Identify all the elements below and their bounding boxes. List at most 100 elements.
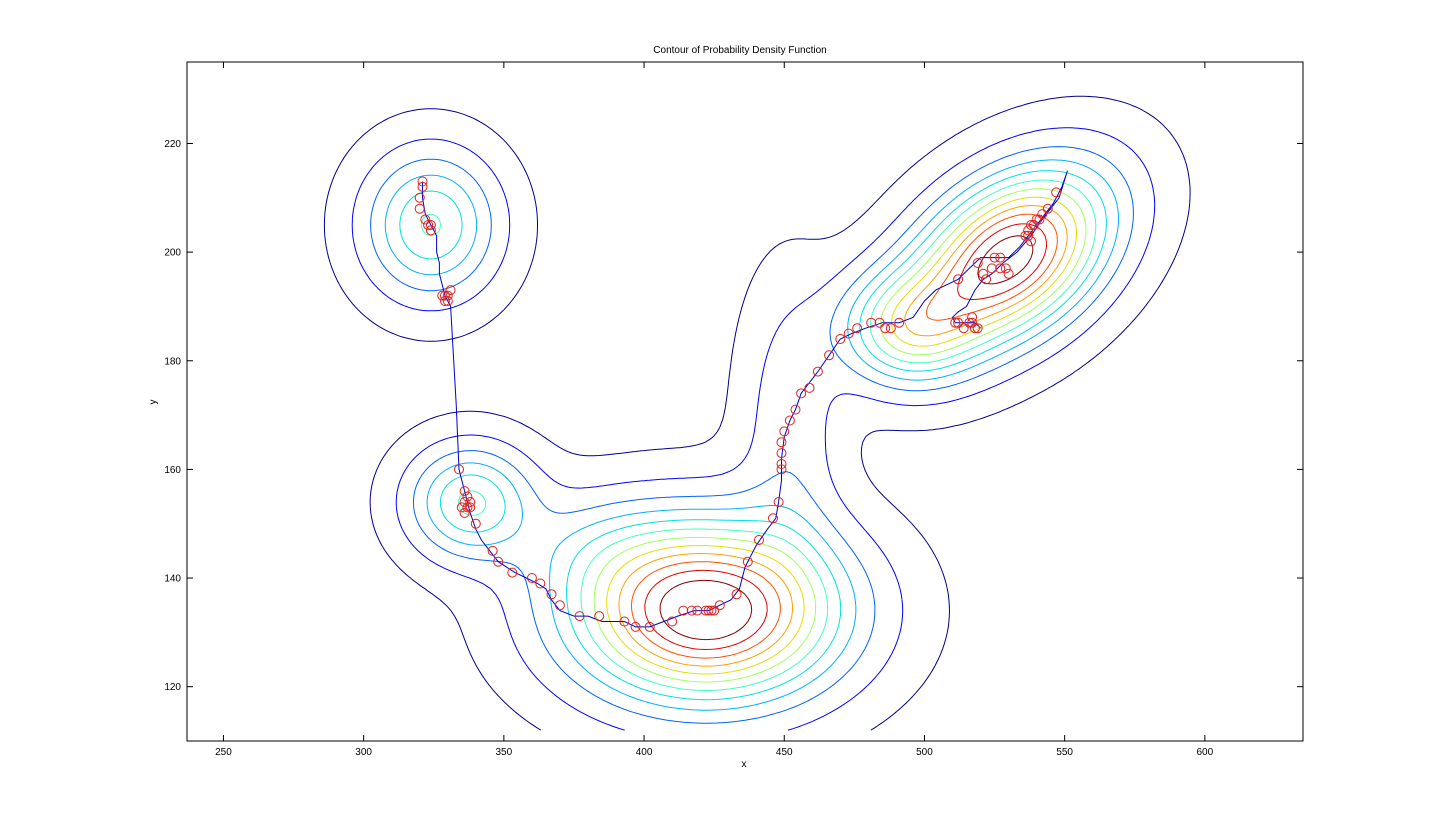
sample-marker [967,312,978,323]
sample-marker [950,317,961,328]
sample-marker [843,328,854,339]
sample-marker [644,621,655,632]
contour-lines [323,95,1191,731]
sample-marker [526,573,537,583]
contour-level-7 [593,188,1087,683]
sample-marker [594,611,605,622]
sample-marker [812,366,823,377]
sample-marker [414,203,425,214]
sample-marker [619,616,630,627]
sample-marker [776,437,787,448]
sample-marker [487,545,498,556]
sample-marker [953,274,964,285]
sample-markers [414,176,1062,632]
sample-marker [686,605,697,616]
y-axis-label: y [148,400,159,405]
y-tick-label: 120 [164,682,181,693]
sample-marker [465,497,476,507]
sample-marker [546,589,557,600]
sample-marker [967,317,978,328]
sample-marker [1031,214,1042,225]
sample-marker [776,448,787,459]
sample-marker [470,518,481,529]
sample-path-line [422,170,1068,628]
sample-marker [986,263,997,274]
x-axis-label: x [742,759,747,770]
sample-marker [574,611,585,622]
sample-marker [459,486,470,497]
sample-marker [1051,187,1062,198]
sample-marker [456,502,467,513]
contour-level-9 [618,205,1068,667]
sample-marker [885,323,896,334]
sample-marker [784,415,795,426]
sample-marker [776,459,787,469]
x-tick-label: 250 [215,747,232,758]
sample-marker [465,502,476,513]
sample-marker [880,323,891,334]
sample-marker [1000,263,1011,274]
sample-marker [972,258,983,268]
sample-marker [459,507,470,518]
y-tick-label: 220 [164,139,181,150]
sample-marker [442,296,453,306]
sample-marker [964,317,975,328]
sample-marker [824,350,835,361]
sample-marker [866,317,877,328]
y-tick-label: 160 [164,465,181,476]
sample-marker [989,252,1000,263]
sample-marker [995,252,1006,263]
x-tick-label: 600 [1197,747,1214,758]
sample-marker [978,268,989,279]
sample-marker [445,285,456,296]
sample-marker [1023,230,1034,241]
sample-marker [709,605,720,616]
sample-marker [554,600,565,611]
chart-title: Contour of Probability Density Function [653,45,826,56]
sample-marker [1003,268,1014,279]
sample-marker [1020,230,1031,241]
y-tick-label: 200 [164,248,181,259]
sample-marker [981,274,992,285]
sample-marker [454,464,464,475]
sample-marker [874,317,885,328]
contour-level-1 [323,95,1191,731]
sample-marker [706,605,717,616]
y-tick-label: 140 [164,574,181,585]
sample-marker [507,567,518,578]
sample-marker [420,214,431,225]
sample-marker [442,290,453,301]
x-tick-label: 300 [355,747,372,758]
contour-level-2 [351,127,1156,731]
x-tick-label: 450 [776,747,793,758]
sample-marker [790,404,801,415]
contour-level-3 [370,146,1134,724]
sample-marker [1026,220,1036,230]
sample-marker [414,192,425,203]
axes-box [186,61,1304,742]
sample-marker [417,181,428,192]
sample-marker [804,382,815,393]
sample-marker [1026,236,1036,247]
sample-marker [423,220,434,230]
sample-marker [692,605,703,616]
sample-marker [953,317,964,328]
x-axis-ticks: 250 300 350 400 450 500 550 600 [215,62,1214,758]
sample-marker [1028,220,1039,230]
sample-marker [958,323,969,334]
sample-marker [425,225,436,236]
sample-marker [835,334,846,344]
sample-marker [678,605,689,616]
axes-background [187,62,1303,741]
contour-level-12 [659,235,1034,641]
sample-marker [417,176,428,187]
sample-marker [773,497,784,507]
sample-marker [493,556,504,567]
sample-marker [754,535,764,545]
sample-marker [459,497,470,507]
sample-marker [1023,225,1034,236]
plot-area: 250 300 350 400 450 500 550 600 120 140 160 180 200… [164,61,1304,758]
sample-marker [972,323,983,334]
sample-marker [630,621,641,632]
sample-marker [768,513,778,524]
